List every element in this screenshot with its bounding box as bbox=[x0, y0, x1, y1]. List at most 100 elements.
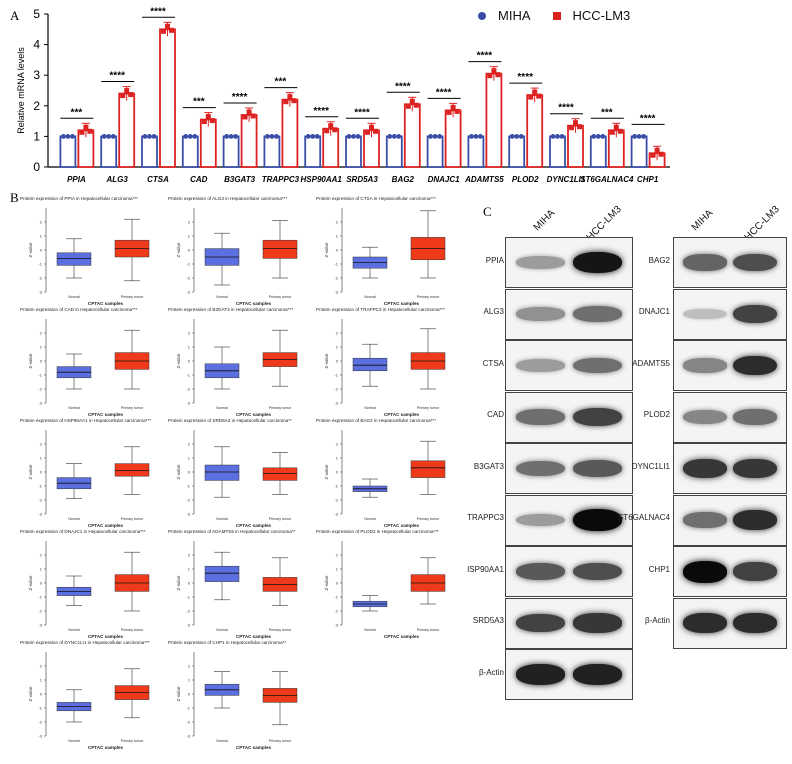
boxplot-title: Protein expression of HSP90AA1 in Hepato… bbox=[20, 418, 151, 423]
legend-marker-miha bbox=[478, 11, 486, 20]
y-tick-label: 1 bbox=[336, 234, 339, 239]
y-tick-label: -2 bbox=[334, 276, 338, 281]
bar-hcc bbox=[118, 92, 136, 168]
bar-hcc bbox=[444, 109, 462, 168]
band-hcc bbox=[733, 458, 778, 479]
band-miha bbox=[516, 664, 566, 685]
blot-strip bbox=[505, 237, 633, 288]
point-hcc bbox=[291, 98, 297, 104]
blot-label-right: ADAMTS5 bbox=[632, 358, 670, 368]
y-tick-label: 1 bbox=[40, 678, 43, 683]
bar-hcc bbox=[526, 94, 544, 168]
boxplot-panel: Protein expression of DYNC1LI1 in Hepato… bbox=[20, 640, 170, 750]
y-tick-label: -1 bbox=[186, 262, 190, 267]
boxplot-svg: 2 1 0 -1 -2 -3 Z-value Normal Primary tumor CPTAC… bbox=[324, 319, 446, 417]
y-tick-label: 0 bbox=[188, 581, 191, 586]
y-tick-label: -1 bbox=[186, 484, 190, 489]
group-label-tumor: Primary tumor bbox=[121, 739, 144, 743]
y-tick-label: -1 bbox=[334, 262, 338, 267]
blot-label-right: CHP1 bbox=[648, 564, 670, 574]
blot-strip bbox=[505, 391, 633, 443]
category-label: CAD bbox=[190, 175, 208, 184]
box-normal bbox=[204, 565, 240, 582]
y-tick-label: -1 bbox=[186, 595, 190, 600]
category-label: ST6GALNAC4 bbox=[580, 175, 634, 184]
point-miha bbox=[142, 134, 148, 139]
bar-hcc bbox=[159, 28, 176, 168]
band-miha bbox=[516, 409, 566, 425]
bar-miha bbox=[630, 135, 648, 168]
group-label-tumor: Primary tumor bbox=[269, 628, 292, 632]
boxplot-svg: 2 1 0 -1 -2 -3 Z-value Normal Primary tumor CPTAC… bbox=[176, 652, 298, 750]
band-miha bbox=[516, 256, 566, 269]
significance-label: **** bbox=[477, 51, 493, 62]
y-tick-label: 1 bbox=[336, 456, 339, 461]
group-label-normal: Normal bbox=[216, 739, 228, 743]
band-hcc bbox=[572, 357, 622, 374]
y-tick-label: 2 bbox=[336, 553, 339, 558]
point-hcc bbox=[83, 124, 89, 130]
band-hcc bbox=[733, 253, 778, 272]
y-tick-label: -1 bbox=[38, 373, 42, 378]
box-tumor bbox=[262, 467, 298, 481]
blot-strip bbox=[673, 237, 787, 288]
point-hcc bbox=[165, 23, 170, 29]
boxplot-panel: Protein expression of CAD in Hepatocellu… bbox=[20, 307, 170, 417]
y-axis-label: Z-value bbox=[176, 242, 181, 258]
band-hcc bbox=[572, 613, 622, 633]
point-miha bbox=[224, 134, 230, 139]
point-miha bbox=[550, 134, 556, 139]
blot-strip bbox=[673, 494, 787, 546]
group-label-normal: Normal bbox=[68, 628, 80, 632]
category-label: B3GAT3 bbox=[224, 175, 256, 184]
band-hcc bbox=[733, 510, 778, 530]
y-tick-label: 5 bbox=[33, 7, 40, 21]
y-tick-label: -2 bbox=[186, 720, 190, 725]
boxplot-svg: 2 1 0 -1 -2 -3 Z-value Normal Primary tumor CPTAC… bbox=[176, 208, 298, 306]
blot-label-left: B3GAT3 bbox=[473, 461, 504, 471]
band-miha bbox=[682, 308, 727, 320]
band-hcc bbox=[733, 613, 778, 633]
point-miha bbox=[632, 134, 637, 139]
y-tick-label: -2 bbox=[38, 498, 42, 503]
group-label-normal: Normal bbox=[68, 517, 80, 521]
y-axis-label: Z-value bbox=[324, 353, 329, 369]
y-tick-label: 2 bbox=[188, 331, 191, 336]
x-axis-label: CPTAC samples bbox=[88, 301, 124, 306]
x-axis-label: CPTAC samples bbox=[236, 523, 272, 528]
point-hcc bbox=[324, 128, 330, 134]
boxplot-panel: Protein expression of PPIA in Hepatocell… bbox=[20, 196, 170, 306]
y-tick-label: 2 bbox=[336, 442, 339, 447]
panel-label-b: B bbox=[10, 190, 19, 205]
y-axis-label: Z-value bbox=[324, 242, 329, 258]
band-miha bbox=[516, 307, 566, 321]
y-tick-label: 2 bbox=[188, 442, 191, 447]
group-label-normal: Normal bbox=[216, 628, 228, 632]
y-tick-label: 2 bbox=[188, 553, 191, 558]
y-axis-label: Z-value bbox=[28, 464, 33, 480]
group-label-tumor: Primary tumor bbox=[121, 406, 144, 410]
y-tick-label: 3 bbox=[33, 68, 40, 82]
point-hcc bbox=[654, 147, 660, 153]
group-label-normal: Normal bbox=[68, 406, 80, 410]
boxplot-panel: Protein expression of CTSA in Hepatocell… bbox=[316, 196, 466, 306]
y-tick-label: 0 bbox=[40, 359, 43, 364]
point-miha bbox=[346, 134, 352, 139]
point-hcc bbox=[201, 119, 207, 125]
y-tick-label: 1 bbox=[188, 234, 191, 239]
box-normal bbox=[352, 357, 388, 372]
y-axis-label: Z-value bbox=[324, 575, 329, 591]
y-tick-label: 1 bbox=[33, 129, 40, 143]
boxplot-panel: Protein expression of ADAMTS5 in Hepatoc… bbox=[168, 529, 318, 639]
y-tick-label: -1 bbox=[38, 484, 42, 489]
y-tick-label: -1 bbox=[334, 484, 338, 489]
y-tick-label: 1 bbox=[40, 567, 43, 572]
boxplot-svg: 2 1 0 -1 -2 -3 Z-value Normal Primary tumor CPTAC… bbox=[28, 208, 150, 306]
boxplot-title: Protein expression of DYNC1LI1 in Hepato… bbox=[20, 640, 150, 645]
y-tick-label: -2 bbox=[38, 276, 42, 281]
group-label-normal: Normal bbox=[216, 406, 228, 410]
band-hcc bbox=[572, 509, 622, 531]
y-tick-label: -1 bbox=[334, 595, 338, 600]
category-label: SRD5A3 bbox=[346, 175, 378, 184]
y-tick-label: 0 bbox=[40, 248, 43, 253]
